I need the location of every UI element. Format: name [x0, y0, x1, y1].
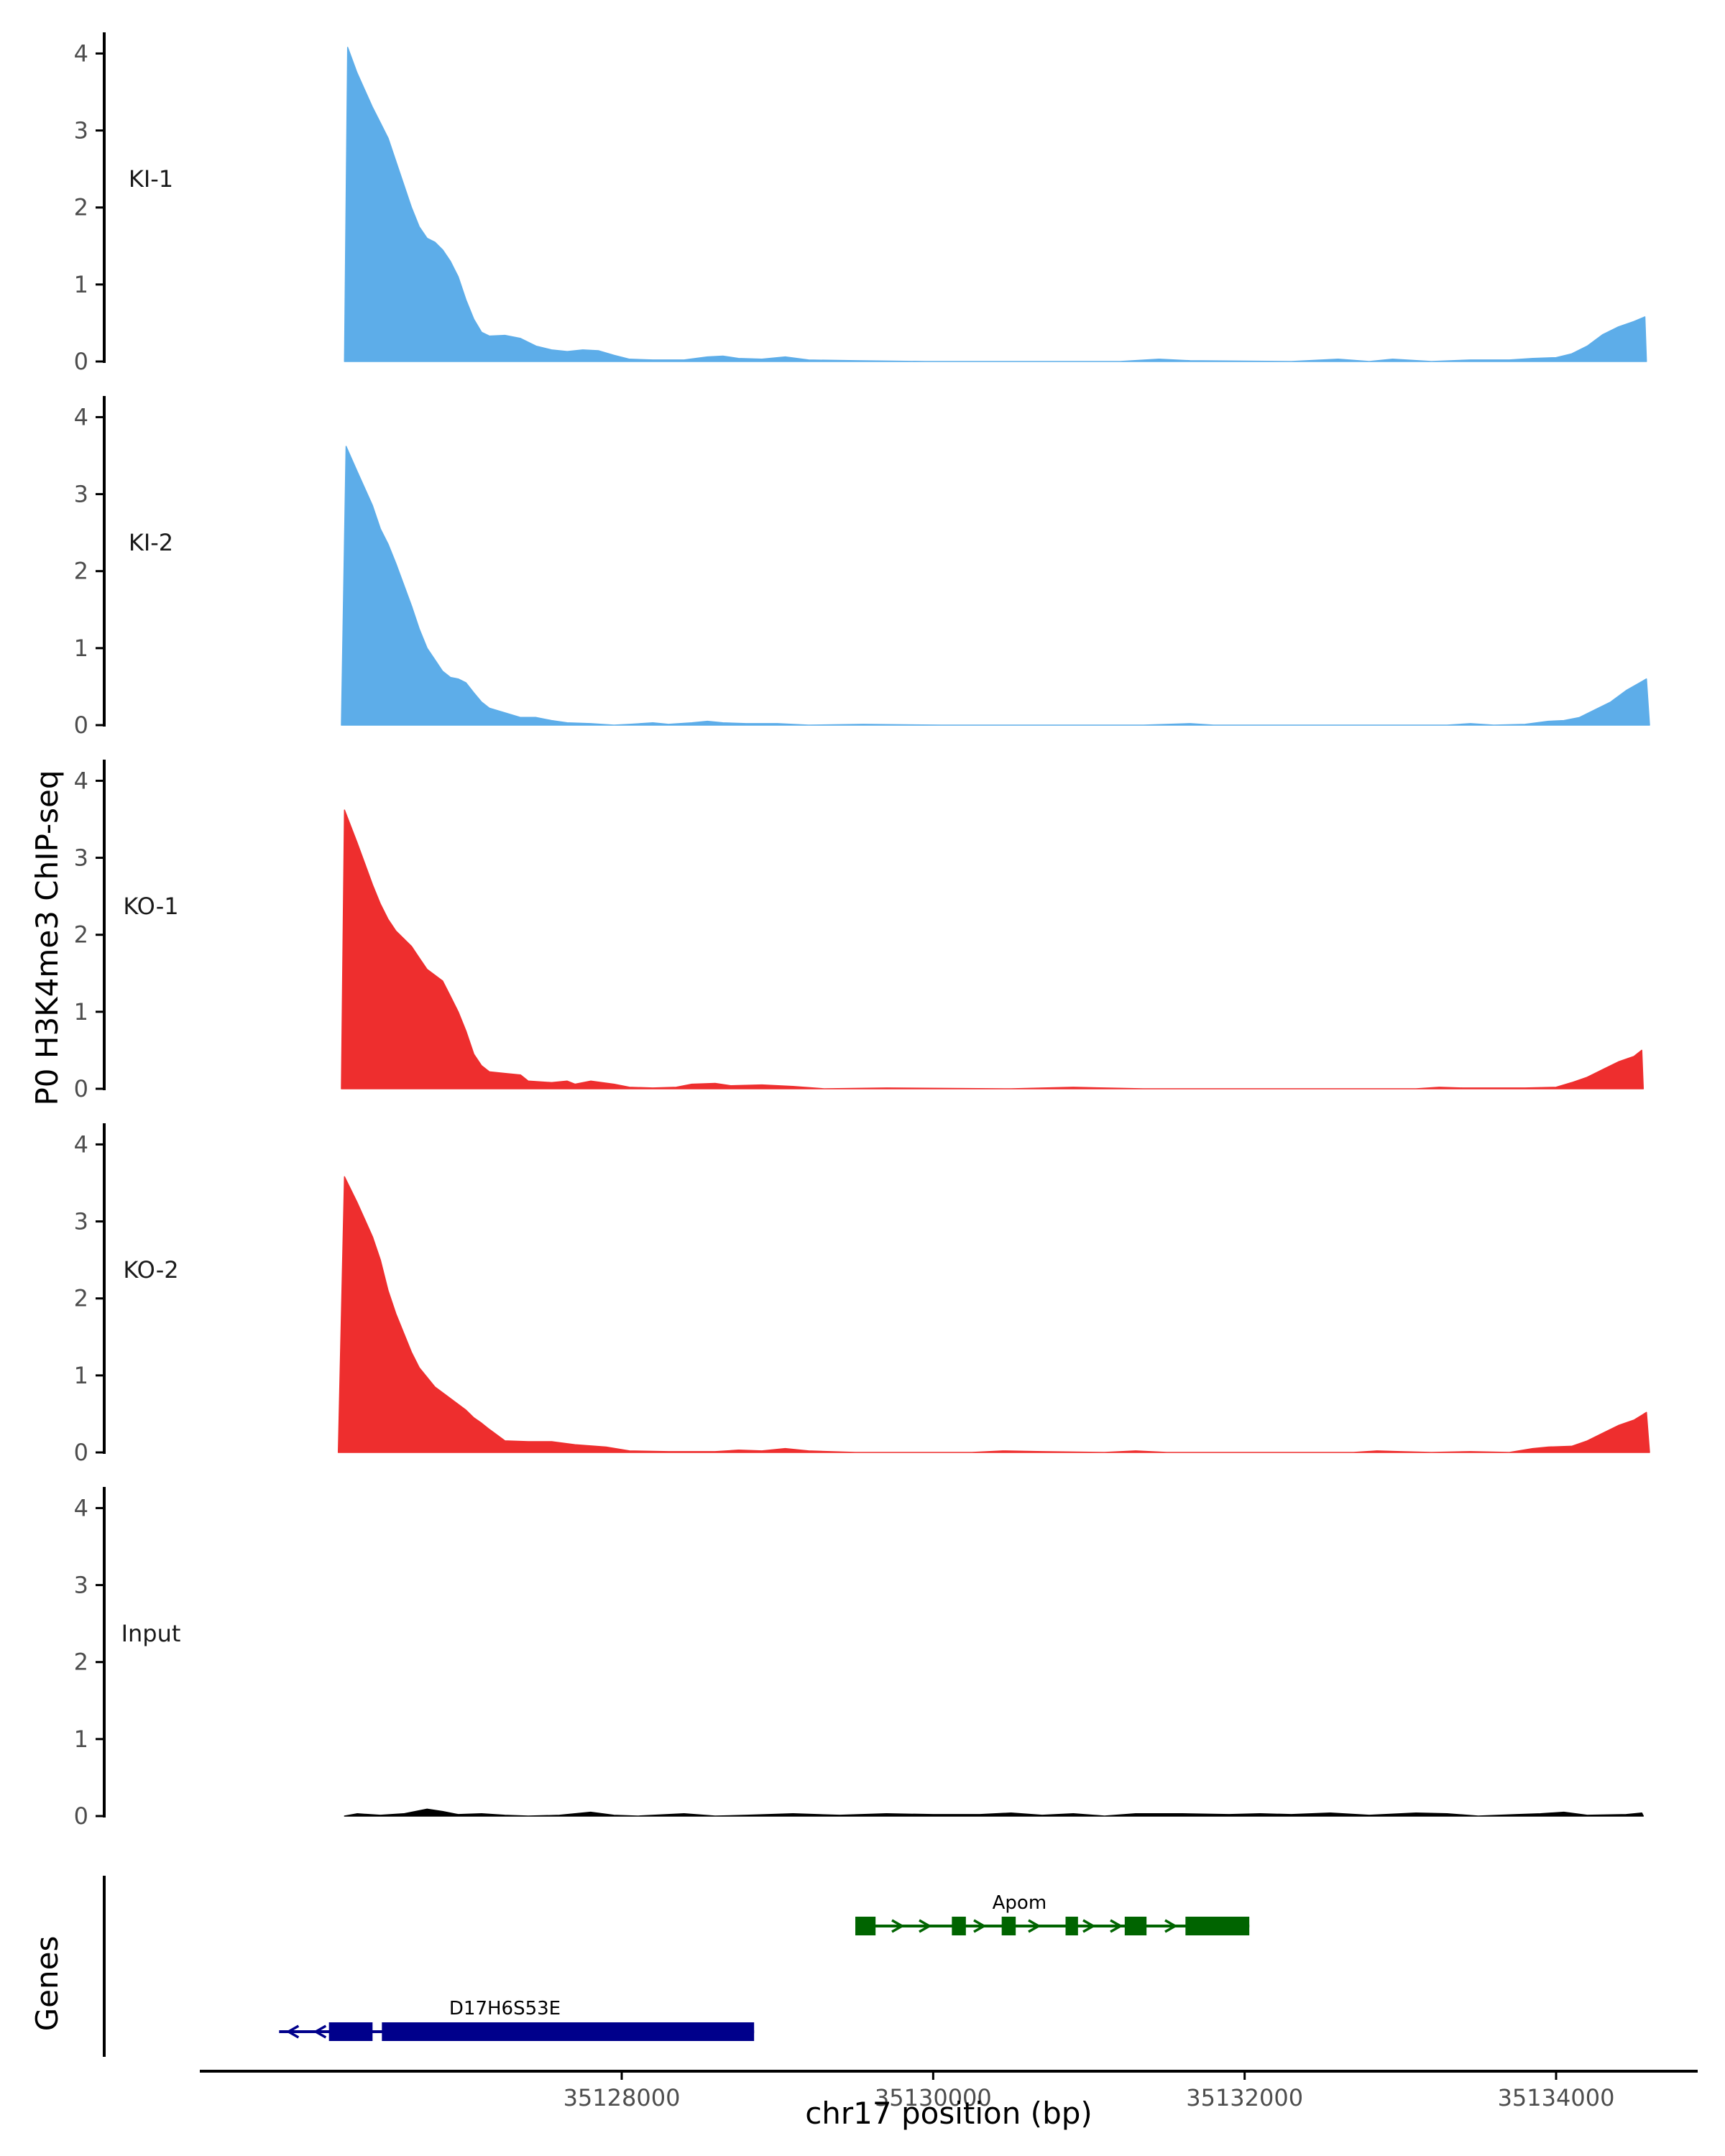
y-tick-label-ki-1-2: 2	[74, 194, 88, 221]
x-tick-label-35134000: 35134000	[1498, 2084, 1615, 2111]
y-tick-label-input-1: 1	[74, 1726, 88, 1753]
y-tick-label-ko-2-0: 0	[74, 1439, 88, 1466]
track-ki-1: 0 1 2 3 4 KI-1	[74, 32, 1647, 375]
exon-apom-2	[952, 1917, 966, 1935]
exon-apom-6	[1185, 1917, 1250, 1935]
track-ko-2: 0 1 2 3 4 KO-2	[74, 1123, 1650, 1466]
gene-label-d17h6s53e: D17H6S53E	[449, 1998, 561, 2019]
y-tick-label-ki-2-4: 4	[74, 403, 88, 430]
strand-arrow-apom	[973, 1919, 987, 1933]
exon-apom-1	[855, 1917, 876, 1935]
strand-arrow-apom	[1028, 1919, 1041, 1933]
y-tick-label-ko-1-0: 0	[74, 1075, 88, 1102]
exon-apom-3	[1001, 1917, 1016, 1935]
y-tick-label-input-2: 2	[74, 1649, 88, 1676]
track-label-ko-2: KO-2	[123, 1256, 178, 1284]
y-tick-label-ko-1-4: 4	[74, 767, 88, 794]
strand-arrow-d17h6s53e	[285, 2024, 300, 2039]
coverage-area-ki-1	[344, 47, 1647, 362]
exon-apom-5	[1124, 1917, 1147, 1935]
coverage-area-input	[344, 1808, 1644, 1817]
gene-apom: Apom	[855, 1892, 1250, 1935]
track-label-ki-2: KI-2	[129, 529, 173, 556]
strand-arrow-d17h6s53e	[313, 2024, 327, 2039]
exon-apom-4	[1065, 1917, 1078, 1935]
coverage-area-ko-1	[341, 809, 1644, 1089]
y-tick-label-ki-1-1: 1	[74, 271, 88, 298]
y-tick-label-ko-2-3: 3	[74, 1208, 88, 1235]
track-ko-1: 0 1 2 3 4 KO-1	[74, 760, 1644, 1102]
y-tick-label-input-0: 0	[74, 1802, 88, 1830]
gene-track-title: Genes	[29, 1936, 65, 2032]
y-tick-label-ko-1-2: 2	[74, 921, 88, 949]
y-tick-label-ko-2-2: 2	[74, 1285, 88, 1312]
track-label-ko-1: KO-1	[123, 893, 178, 920]
y-tick-label-ki-2-2: 2	[74, 558, 88, 585]
strand-arrow-apom	[919, 1919, 932, 1933]
track-label-ki-1: KI-1	[129, 165, 173, 193]
y-tick-label-ko-1-3: 3	[74, 844, 88, 872]
y-tick-label-input-3: 3	[74, 1572, 88, 1599]
y-tick-label-ko-2-4: 4	[74, 1130, 88, 1158]
y-tick-label-ko-1-1: 1	[74, 998, 88, 1026]
y-tick-label-ki-1-4: 4	[74, 40, 88, 67]
y-tick-label-ki-1-0: 0	[74, 348, 88, 375]
strand-arrow-apom	[1110, 1919, 1123, 1933]
gene-d17h6s53e: D17H6S53E	[279, 1998, 755, 2041]
strand-arrow-apom	[1164, 1919, 1178, 1933]
coverage-tracks: 0 1 2 3 4 KI-1 0 1 2 3 4 KI-2 0 1 2 3 4 KO-1 0 1 2 3 4 KO-2 0 1 2 3…	[74, 32, 1650, 1830]
coverage-area-ki-2	[341, 446, 1650, 726]
x-axis-title: chr17 position (bp)	[805, 2096, 1092, 2131]
exon-d17h6s53e-2	[382, 2022, 755, 2041]
track-label-input: Input	[121, 1620, 181, 1647]
x-tick-label-35128000: 35128000	[564, 2084, 681, 2111]
y-tick-label-ki-2-1: 1	[74, 635, 88, 662]
coverage-area-ko-2	[337, 1176, 1650, 1453]
y-axis-title: P0 H3K4me3 ChIP-seq	[29, 770, 65, 1105]
exon-d17h6s53e-1	[328, 2022, 373, 2041]
gene-track: D17H6S53E Apom	[103, 1876, 1250, 2057]
track-ki-2: 0 1 2 3 4 KI-2	[74, 396, 1650, 739]
track-input: 0 1 2 3 4 Input	[74, 1487, 1644, 1830]
gene-label-apom: Apom	[993, 1892, 1047, 1914]
strand-arrow-apom	[1082, 1919, 1096, 1933]
y-tick-label-input-4: 4	[74, 1494, 88, 1521]
y-tick-label-ki-2-3: 3	[74, 481, 88, 508]
strand-arrow-apom	[891, 1919, 905, 1933]
x-axis: 35128000 35130000 35132000 35134000	[200, 2070, 1698, 2111]
y-tick-label-ko-2-1: 1	[74, 1362, 88, 1389]
y-tick-label-ki-2-0: 0	[74, 711, 88, 739]
x-tick-label-35132000: 35132000	[1186, 2084, 1303, 2111]
y-tick-label-ki-1-3: 3	[74, 117, 88, 144]
x-tick-label-35130000: 35130000	[875, 2084, 992, 2111]
